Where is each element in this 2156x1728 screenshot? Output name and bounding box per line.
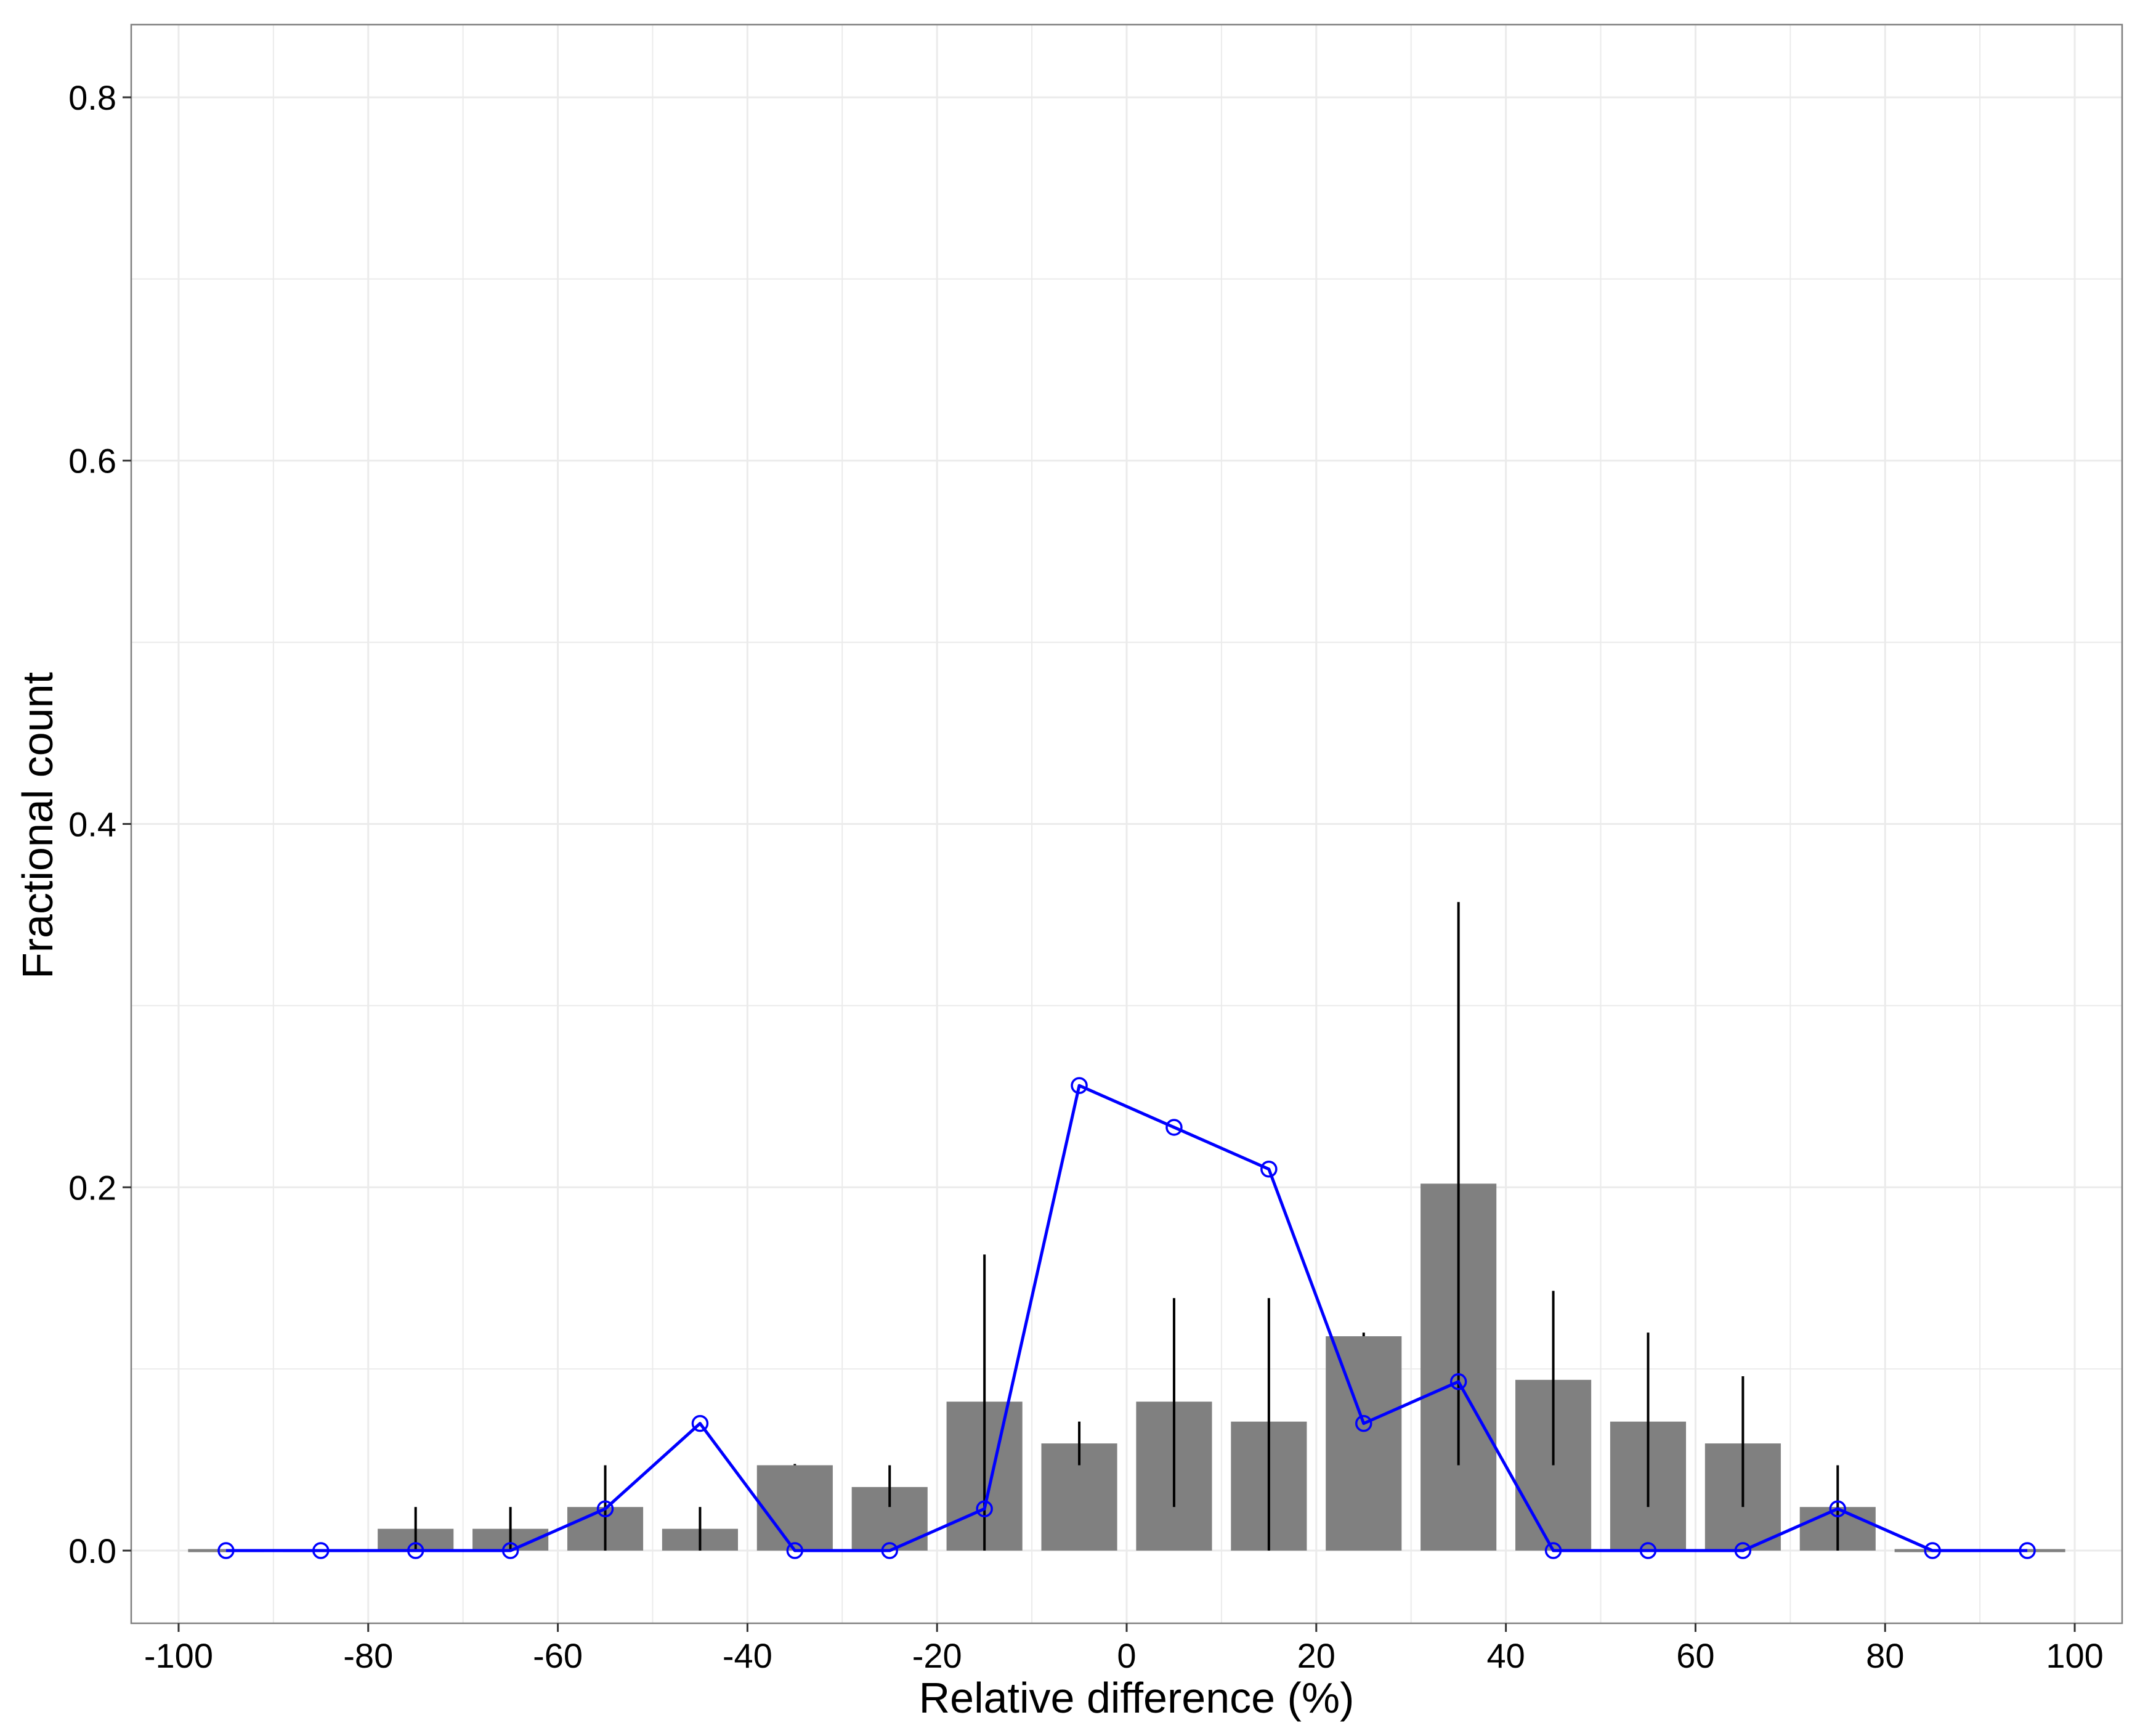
x-tick-label: -40 bbox=[723, 1636, 772, 1675]
series-point bbox=[2019, 1542, 2036, 1559]
y-tick-label: 0.4 bbox=[68, 805, 116, 844]
series-point bbox=[976, 1500, 993, 1517]
histogram-bar bbox=[756, 1465, 833, 1551]
x-tick-label: 80 bbox=[1866, 1636, 1904, 1675]
series-point bbox=[786, 1542, 804, 1559]
line-layer bbox=[217, 1077, 2036, 1559]
series-point bbox=[501, 1542, 519, 1559]
series-point bbox=[312, 1542, 330, 1559]
series-point bbox=[1924, 1542, 1941, 1559]
x-tick-label: 60 bbox=[1676, 1636, 1714, 1675]
x-axis-label: Relative difference (%) bbox=[919, 1674, 1355, 1722]
series-point bbox=[1260, 1161, 1278, 1178]
x-tick-label: 20 bbox=[1297, 1636, 1335, 1675]
y-tick-label: 0.2 bbox=[68, 1168, 116, 1207]
series-point bbox=[1734, 1542, 1752, 1559]
y-tick-label: 0.8 bbox=[68, 78, 116, 117]
x-tick-label: -60 bbox=[533, 1636, 583, 1675]
series-point bbox=[1071, 1077, 1088, 1094]
x-tick-label: -20 bbox=[912, 1636, 962, 1675]
series-point bbox=[1544, 1542, 1562, 1559]
x-tick-label: 100 bbox=[2046, 1636, 2103, 1675]
x-tick-label: 0 bbox=[1117, 1636, 1136, 1675]
x-tick-label: 40 bbox=[1486, 1636, 1525, 1675]
axis-layer: 0.0 0.2 0.4 0.6 0.8 -100 -80 -60 -40 -20 0 20 40 60 80… bbox=[68, 23, 2123, 1675]
series-point bbox=[1829, 1500, 1847, 1517]
y-tick-label: 0.6 bbox=[68, 442, 116, 481]
series-point bbox=[1355, 1414, 1372, 1432]
series-point bbox=[881, 1542, 898, 1559]
grid-layer bbox=[131, 25, 2122, 1623]
x-tick-label: -80 bbox=[343, 1636, 393, 1675]
series-point bbox=[1449, 1373, 1467, 1390]
series-line bbox=[225, 1084, 2028, 1552]
series-point bbox=[596, 1500, 614, 1517]
series-point bbox=[1639, 1542, 1657, 1559]
series-point bbox=[691, 1414, 709, 1432]
series-point bbox=[407, 1542, 424, 1559]
histogram-bar bbox=[1326, 1336, 1402, 1551]
series-point bbox=[217, 1542, 235, 1559]
y-tick-label: 0.0 bbox=[68, 1531, 116, 1570]
y-axis-label: Fractional count bbox=[14, 672, 62, 979]
x-tick-label: -100 bbox=[144, 1636, 213, 1675]
series-point bbox=[1165, 1119, 1183, 1136]
